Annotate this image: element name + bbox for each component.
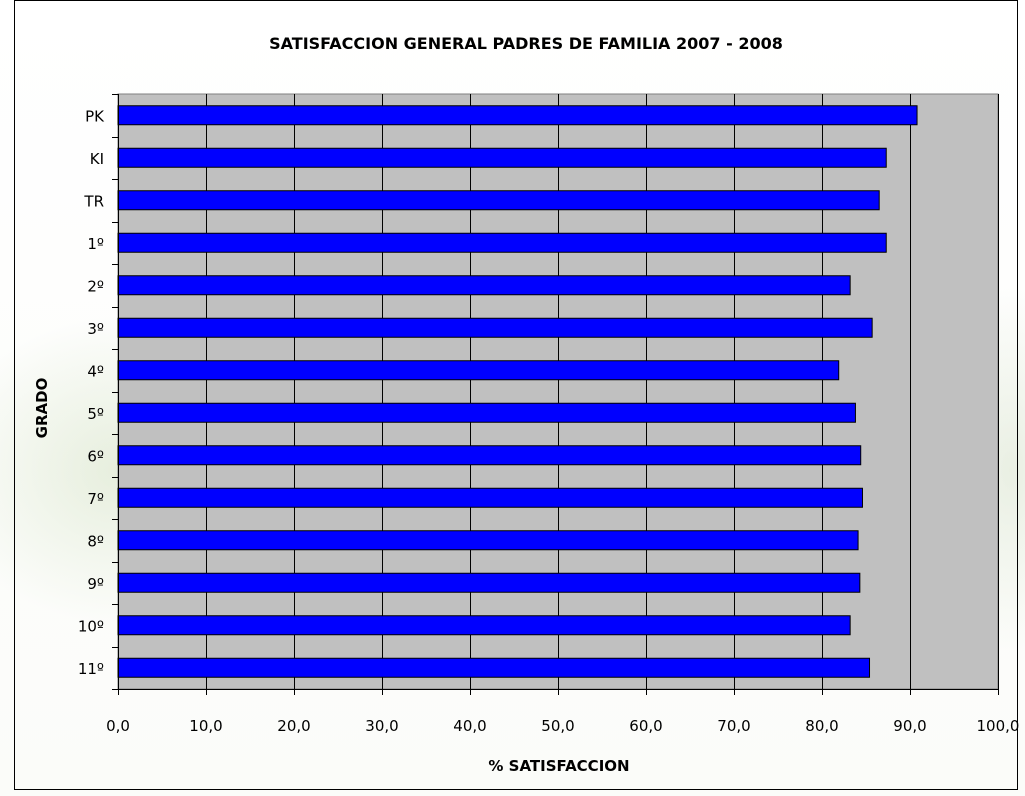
y-tick-label: 4º bbox=[87, 362, 104, 380]
bar bbox=[117, 190, 880, 211]
y-tick-label: 2º bbox=[87, 277, 104, 295]
bars bbox=[117, 105, 918, 678]
x-tick-label: 20,0 bbox=[277, 717, 310, 735]
bar bbox=[117, 530, 859, 551]
bar bbox=[117, 487, 863, 508]
bar bbox=[117, 275, 851, 296]
y-tick-label: PK bbox=[85, 107, 105, 125]
chart-title: SATISFACCION GENERAL PADRES DE FAMILIA 2… bbox=[269, 34, 783, 53]
y-tick-label: 7º bbox=[87, 490, 104, 508]
x-axis-title: % SATISFACCION bbox=[488, 757, 629, 775]
chart-frame bbox=[14, 0, 1018, 790]
bar bbox=[117, 402, 856, 423]
x-tick-label: 60,0 bbox=[629, 717, 662, 735]
y-tick-label: 10º bbox=[78, 617, 104, 635]
bar bbox=[117, 572, 861, 593]
y-tick-label: KI bbox=[90, 150, 104, 168]
y-tick-label: 11º bbox=[78, 660, 104, 678]
y-tick-label: TR bbox=[83, 192, 104, 210]
bar bbox=[117, 147, 887, 168]
x-tick-label: 30,0 bbox=[365, 717, 398, 735]
bar bbox=[117, 317, 873, 338]
x-tick-label: 90,0 bbox=[893, 717, 926, 735]
x-tick-label: 0,0 bbox=[106, 717, 130, 735]
x-tick-label: 70,0 bbox=[717, 717, 750, 735]
bar bbox=[117, 360, 840, 381]
y-tick-labels: PK KI TR 1º 2º 3º 4º 5º 6º 7º 8º 9º 10º 11º bbox=[78, 107, 105, 678]
y-tick-label: 9º bbox=[87, 575, 104, 593]
y-tick-label: 3º bbox=[87, 320, 104, 338]
y-tick-label: 5º bbox=[87, 405, 104, 423]
bar bbox=[117, 232, 887, 253]
bar bbox=[117, 615, 851, 636]
x-tick-label: 10,0 bbox=[189, 717, 222, 735]
bar bbox=[117, 445, 862, 466]
y-tick-label: 6º bbox=[87, 447, 104, 465]
y-tick-label: 1º bbox=[87, 235, 104, 253]
axes bbox=[112, 94, 999, 695]
y-axis-title: GRADO bbox=[33, 378, 51, 439]
x-tick-label: 40,0 bbox=[453, 717, 486, 735]
x-tick-labels: 0,0 10,0 20,0 30,0 40,0 50,0 60,0 70,0 80,0 90,0 1… bbox=[106, 717, 1019, 735]
x-tick-label: 50,0 bbox=[541, 717, 574, 735]
x-tick-label: 80,0 bbox=[805, 717, 838, 735]
y-tick-label: 8º bbox=[87, 532, 104, 550]
bar bbox=[117, 657, 871, 678]
bar bbox=[117, 105, 918, 126]
x-tick-label: 100,0 bbox=[977, 717, 1020, 735]
